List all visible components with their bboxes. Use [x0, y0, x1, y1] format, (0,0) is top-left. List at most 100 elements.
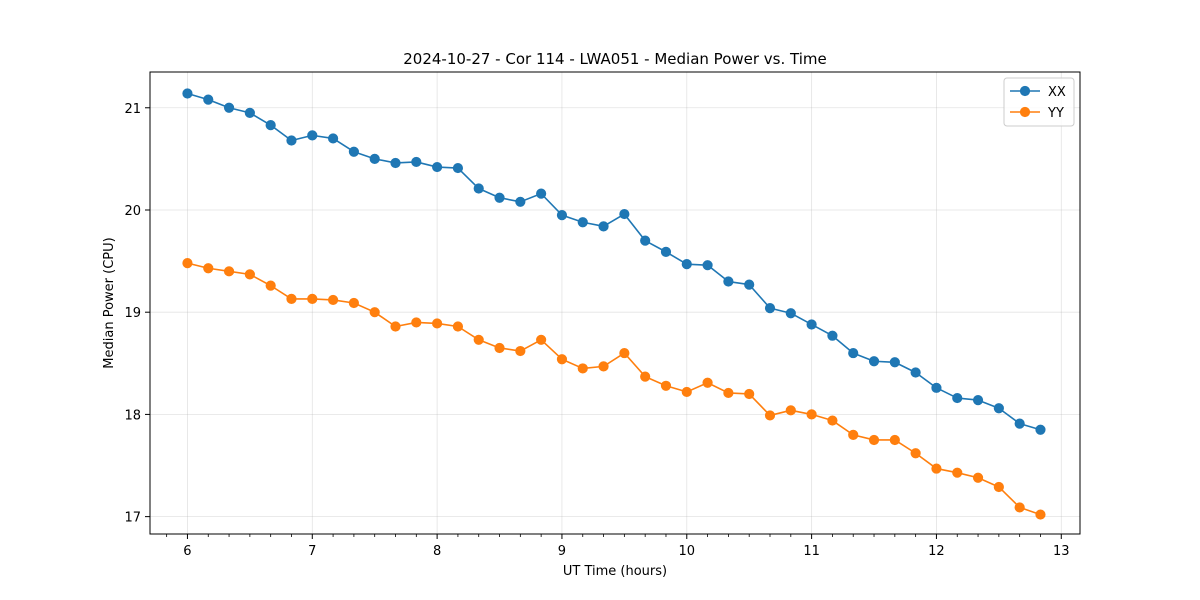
data-point-xx: [390, 157, 401, 169]
data-point-xx: [702, 260, 713, 271]
data-point-yy: [369, 307, 380, 318]
x-axis: 6 7 8 9 10 11 12 13: [166, 534, 1070, 559]
x-tick-label: 11: [803, 544, 820, 559]
x-axis-label: UT Time (hours): [563, 564, 667, 579]
data-point-xx: [910, 367, 921, 378]
data-point-xx: [1035, 424, 1046, 435]
data-point-xx: [764, 303, 776, 314]
x-tick-label: 9: [558, 544, 566, 559]
data-point-yy: [327, 294, 339, 306]
y-tick-label: 17: [124, 511, 141, 526]
data-point-xx: [806, 319, 817, 330]
data-point-yy: [598, 361, 609, 372]
y-axis-label: Median Power (CPU): [102, 237, 117, 368]
data-point-xx: [307, 130, 318, 141]
data-point-xx: [619, 208, 630, 220]
data-point-xx: [681, 259, 692, 270]
x-tick-label: 7: [308, 544, 316, 559]
data-point-yy: [1014, 502, 1025, 513]
data-point-yy: [868, 434, 880, 446]
data-point-yy: [785, 405, 796, 416]
data-point-xx: [723, 276, 734, 287]
x-tick-label: 12: [928, 544, 945, 559]
data-point-xx: [452, 162, 464, 174]
data-point-yy: [660, 380, 672, 391]
data-point-xx: [327, 133, 339, 144]
data-point-xx: [244, 107, 255, 118]
data-point-yy: [452, 321, 464, 332]
data-point-yy: [348, 297, 359, 309]
data-point-yy: [203, 263, 214, 274]
legend-entries: XX YY: [1010, 85, 1066, 121]
data-point-yy: [931, 463, 942, 474]
data-point-xx: [348, 146, 359, 157]
chart-title: 2024-10-27 - Cor 114 - LWA051 - Median P…: [403, 50, 827, 68]
data-point-yy: [515, 345, 526, 357]
data-point-xx: [785, 308, 796, 319]
data-point-yy: [244, 269, 255, 280]
data-point-yy: [556, 354, 568, 365]
series-xx: [182, 88, 1046, 435]
data-point-yy: [952, 467, 963, 478]
data-point-yy: [681, 386, 692, 398]
data-point-xx: [432, 161, 443, 173]
data-point-xx: [744, 279, 755, 290]
series-layer: [182, 88, 1046, 520]
data-point-xx: [848, 347, 859, 359]
data-point-yy: [265, 280, 276, 291]
data-point-xx: [203, 94, 214, 105]
plot-frame: [149, 71, 1081, 535]
data-point-xx: [556, 209, 568, 221]
legend-marker-xx: [1019, 85, 1031, 97]
data-point-xx: [515, 196, 526, 207]
data-point-xx: [598, 221, 609, 232]
data-point-yy: [993, 481, 1004, 493]
data-point-yy: [536, 334, 547, 345]
data-point-xx: [889, 357, 900, 368]
series-yy: [182, 258, 1046, 520]
legend-marker-yy: [1019, 106, 1031, 118]
data-point-yy: [473, 334, 484, 345]
data-point-xx: [827, 330, 838, 341]
x-tick-label: 13: [1053, 544, 1070, 559]
data-point-xx: [993, 403, 1004, 414]
data-point-xx: [660, 246, 672, 257]
data-point-xx: [286, 135, 297, 146]
data-point-xx: [473, 183, 484, 194]
data-point-xx: [1014, 418, 1025, 429]
data-point-yy: [619, 347, 630, 359]
data-point-xx: [536, 188, 547, 199]
grid: [150, 72, 1080, 534]
y-tick-label: 19: [124, 306, 141, 321]
data-point-xx: [265, 120, 276, 131]
data-point-yy: [307, 293, 318, 305]
data-point-xx: [952, 392, 963, 404]
data-point-yy: [286, 293, 297, 305]
data-point-yy: [723, 387, 734, 399]
data-point-yy: [640, 371, 651, 382]
data-point-yy: [223, 266, 235, 277]
x-tick-label: 8: [433, 544, 441, 559]
data-point-yy: [702, 377, 713, 388]
data-point-yy: [182, 258, 193, 269]
data-point-yy: [764, 410, 776, 421]
data-point-yy: [744, 388, 755, 400]
data-point-xx: [494, 192, 505, 203]
data-point-xx: [868, 356, 880, 367]
y-tick-label: 18: [124, 408, 141, 423]
data-point-xx: [577, 217, 588, 228]
data-point-xx: [411, 156, 422, 168]
data-point-yy: [390, 321, 401, 332]
data-point-yy: [494, 342, 505, 354]
data-point-yy: [910, 448, 921, 459]
plot-area: [150, 72, 1080, 534]
legend-label-yy: YY: [1047, 106, 1064, 121]
data-point-xx: [223, 102, 235, 113]
data-point-yy: [972, 472, 984, 483]
data-point-yy: [577, 363, 588, 374]
data-point-xx: [931, 382, 942, 393]
data-point-yy: [806, 409, 817, 420]
y-tick-label: 21: [124, 102, 141, 117]
x-tick-label: 10: [679, 544, 696, 559]
